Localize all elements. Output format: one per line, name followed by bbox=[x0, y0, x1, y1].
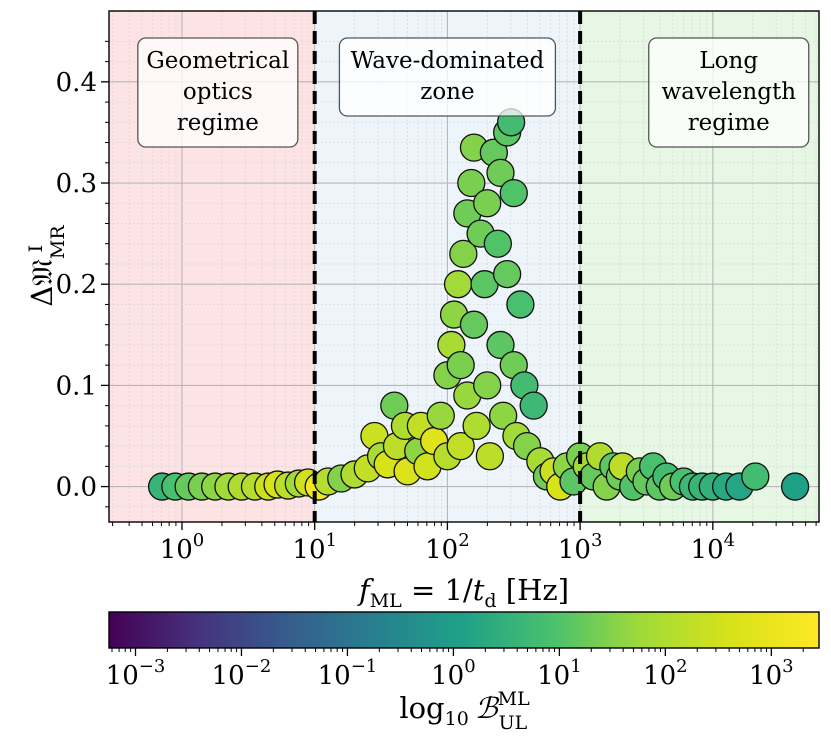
y-tick-label: 0.2 bbox=[56, 270, 97, 300]
y-tick-label: 0.3 bbox=[56, 169, 97, 199]
colorbar bbox=[108, 611, 820, 649]
colorbar-tick-label: 103 bbox=[749, 656, 794, 691]
y-tick-label: 0.4 bbox=[56, 68, 97, 98]
data-point bbox=[473, 189, 502, 218]
data-point bbox=[499, 178, 528, 208]
data-point bbox=[426, 401, 455, 430]
region-label-box bbox=[648, 37, 810, 148]
x-tick-label: 103 bbox=[558, 530, 603, 565]
x-tick-label: 104 bbox=[691, 530, 736, 565]
colorbar-tick-label: 100 bbox=[431, 656, 476, 691]
x-tick-label: 100 bbox=[160, 530, 205, 565]
colorbar-title: log10 ℬML UL bbox=[399, 688, 530, 734]
data-point bbox=[475, 442, 505, 471]
region-label-box bbox=[338, 37, 557, 117]
x-tick-label: 101 bbox=[292, 530, 337, 565]
region-label-line: Wave-dominated bbox=[351, 48, 545, 74]
data-point bbox=[486, 330, 515, 360]
region-labels: Geometrical optics regime Wave-dominated zon… bbox=[137, 37, 810, 148]
region-label-line: regime bbox=[177, 110, 259, 136]
data-point bbox=[780, 472, 810, 501]
data-point bbox=[462, 411, 491, 441]
data-point bbox=[488, 401, 518, 430]
axis-ticks: 0.0 0.1 0.2 0.3 0.4 100 101 102 103 104 bbox=[56, 40, 817, 565]
y-tick-label: 0.1 bbox=[56, 371, 97, 401]
region-label-box bbox=[137, 37, 299, 148]
data-point bbox=[492, 259, 522, 289]
colorbar-tick-label: 10−1 bbox=[318, 656, 378, 691]
data-point bbox=[457, 168, 486, 198]
colorbar-tick-label: 102 bbox=[643, 656, 688, 691]
plot-frame bbox=[108, 10, 820, 523]
y-tick-label: 0.0 bbox=[56, 473, 97, 503]
y-axis-title: Δ𝔐MRI bbox=[25, 225, 69, 307]
data-point bbox=[519, 391, 548, 420]
data-point bbox=[443, 270, 473, 299]
data-point bbox=[486, 158, 515, 188]
region-label-line: wavelength bbox=[661, 79, 796, 105]
data-point bbox=[506, 290, 535, 319]
region-label-line: zone bbox=[420, 79, 474, 105]
regime-boundaries bbox=[312, 11, 583, 522]
colorbar-ticks: 10−3 10−2 10−1 100 101 102 103 bbox=[106, 648, 804, 691]
data-points bbox=[147, 108, 810, 501]
region-label-line: regime bbox=[688, 110, 770, 136]
data-point bbox=[459, 310, 489, 339]
colorbar-tick-label: 101 bbox=[537, 656, 582, 691]
region-label-line: Long bbox=[699, 48, 758, 74]
data-point bbox=[446, 431, 475, 461]
region-label-line: optics bbox=[183, 79, 253, 105]
x-axis-title: fML = 1/td [Hz] bbox=[357, 573, 569, 612]
data-point bbox=[483, 229, 512, 258]
colorbar-tick-label: 10−2 bbox=[212, 656, 272, 691]
colorbar-tick-label: 10−3 bbox=[106, 656, 166, 691]
data-point bbox=[449, 239, 478, 269]
data-point bbox=[446, 351, 475, 380]
region-label-line: Geometrical bbox=[146, 48, 289, 74]
data-point bbox=[473, 371, 502, 400]
data-point bbox=[741, 462, 770, 491]
x-tick-label: 102 bbox=[425, 530, 470, 565]
